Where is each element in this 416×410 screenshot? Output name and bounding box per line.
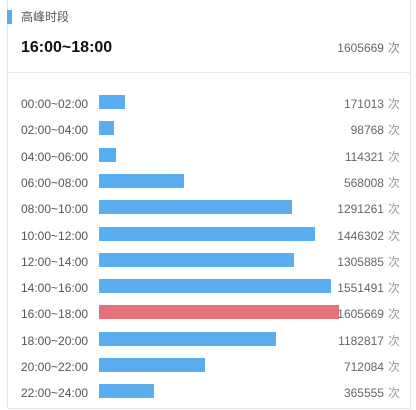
- bar-row: 18:00~20:00 1182817 次: [0, 331, 416, 360]
- bar: [99, 173, 184, 188]
- bar-category-label: 20:00~22:00: [21, 360, 89, 374]
- bar-value: 98768: [350, 123, 384, 138]
- bar-value-unit: 次: [387, 175, 400, 190]
- bar-value-label: 568008 次: [344, 176, 400, 190]
- bar-value-unit: 次: [387, 281, 400, 296]
- bar-value: 1605669: [337, 307, 384, 322]
- bar-row: 02:00~04:00 98768 次: [0, 121, 416, 149]
- bar: [99, 384, 154, 399]
- bar-value-label: 365555 次: [344, 386, 400, 400]
- bar-value-unit: 次: [387, 202, 400, 217]
- bar-category-label: 08:00~10:00: [21, 202, 89, 217]
- bar-value: 365555: [343, 386, 384, 401]
- bar: [99, 121, 114, 136]
- bar-value-unit: 次: [387, 149, 400, 164]
- bar-value-label: 1446302 次: [337, 229, 400, 243]
- bar-value-unit: 次: [387, 254, 400, 269]
- header-divider: [7, 72, 411, 73]
- bar: [99, 252, 294, 267]
- bar-row: 16:00~18:00 1605669 次: [0, 305, 416, 333]
- bar: [99, 331, 276, 346]
- peak-count: 1605669 次: [337, 40, 400, 56]
- bar-value: 171013: [343, 97, 384, 111]
- bar: [99, 147, 116, 162]
- bar-row: 22:00~24:00 365555 次: [0, 384, 416, 410]
- bar-value-unit: 次: [387, 360, 400, 374]
- bar-row: 10:00~12:00 1446302 次: [0, 226, 416, 255]
- peak-count-value: 1605669: [337, 41, 384, 55]
- bar-category-label: 12:00~14:00: [21, 254, 89, 269]
- bar-category-label: 18:00~20:00: [21, 333, 89, 348]
- section-title: 高峰时段: [21, 10, 70, 24]
- peak-period-label: 16:00~18:00: [21, 39, 113, 56]
- bar-row: 04:00~06:00 114321 次: [0, 147, 416, 176]
- bar-category-label: 00:00~02:00: [21, 97, 89, 111]
- bar-row: 00:00~02:00 171013 次: [0, 95, 416, 123]
- bar-value: 568008: [343, 175, 384, 190]
- bar-value-label: 1182817 次: [338, 334, 400, 348]
- bar-category-label: 06:00~08:00: [21, 175, 89, 190]
- bar-value-unit: 次: [387, 333, 400, 348]
- bar-category-label: 16:00~18:00: [21, 307, 89, 322]
- bar-value-label: 114321 次: [345, 150, 400, 164]
- bar-value-unit: 次: [387, 123, 400, 138]
- bar-category-label: 04:00~06:00: [21, 149, 89, 164]
- bar-value-label: 1551491 次: [337, 281, 400, 295]
- bar-category-label: 02:00~04:00: [21, 123, 89, 138]
- bar: [99, 358, 205, 372]
- bar-row: 20:00~22:00 712084 次: [0, 358, 416, 386]
- bar: [99, 226, 315, 241]
- bar-category-label: 14:00~16:00: [21, 281, 89, 296]
- bar-value-label: 98768 次: [351, 123, 400, 137]
- bar-category-label: 10:00~12:00: [21, 228, 89, 243]
- section-accent-marker: [7, 10, 12, 24]
- bar: [99, 279, 331, 294]
- bar-value: 114321: [344, 149, 384, 164]
- card-frame: [7, 0, 411, 409]
- bar-peak: [99, 305, 339, 320]
- bar-value-label: 171013 次: [344, 97, 400, 111]
- bar-value-unit: 次: [387, 228, 400, 243]
- peak-count-unit: 次: [387, 41, 400, 55]
- bar: [99, 200, 292, 215]
- bar-row: 12:00~14:00 1305885 次: [0, 252, 416, 281]
- bar: [99, 95, 125, 109]
- bar-value: 1551491: [337, 281, 384, 296]
- bar-row: 08:00~10:00 1291261 次: [0, 200, 416, 228]
- bar-value-label: 1605669 次: [337, 307, 400, 321]
- bar-value-unit: 次: [387, 307, 400, 322]
- bar-row: 06:00~08:00 568008 次: [0, 173, 416, 202]
- bar-row: 14:00~16:00 1551491 次: [0, 279, 416, 307]
- bar-value: 1291261: [337, 202, 384, 217]
- bar-value: 712084: [343, 360, 384, 374]
- bar-value: 1305885: [337, 254, 384, 269]
- bar-value: 1182817: [338, 333, 384, 348]
- bar-value: 1446302: [337, 228, 384, 243]
- bar-value-unit: 次: [387, 97, 400, 111]
- bar-value-label: 712084 次: [344, 360, 400, 374]
- bar-category-label: 22:00~24:00: [21, 386, 89, 401]
- bar-value-unit: 次: [387, 386, 400, 401]
- bar-value-label: 1291261 次: [337, 202, 400, 216]
- bar-value-label: 1305885 次: [337, 255, 400, 269]
